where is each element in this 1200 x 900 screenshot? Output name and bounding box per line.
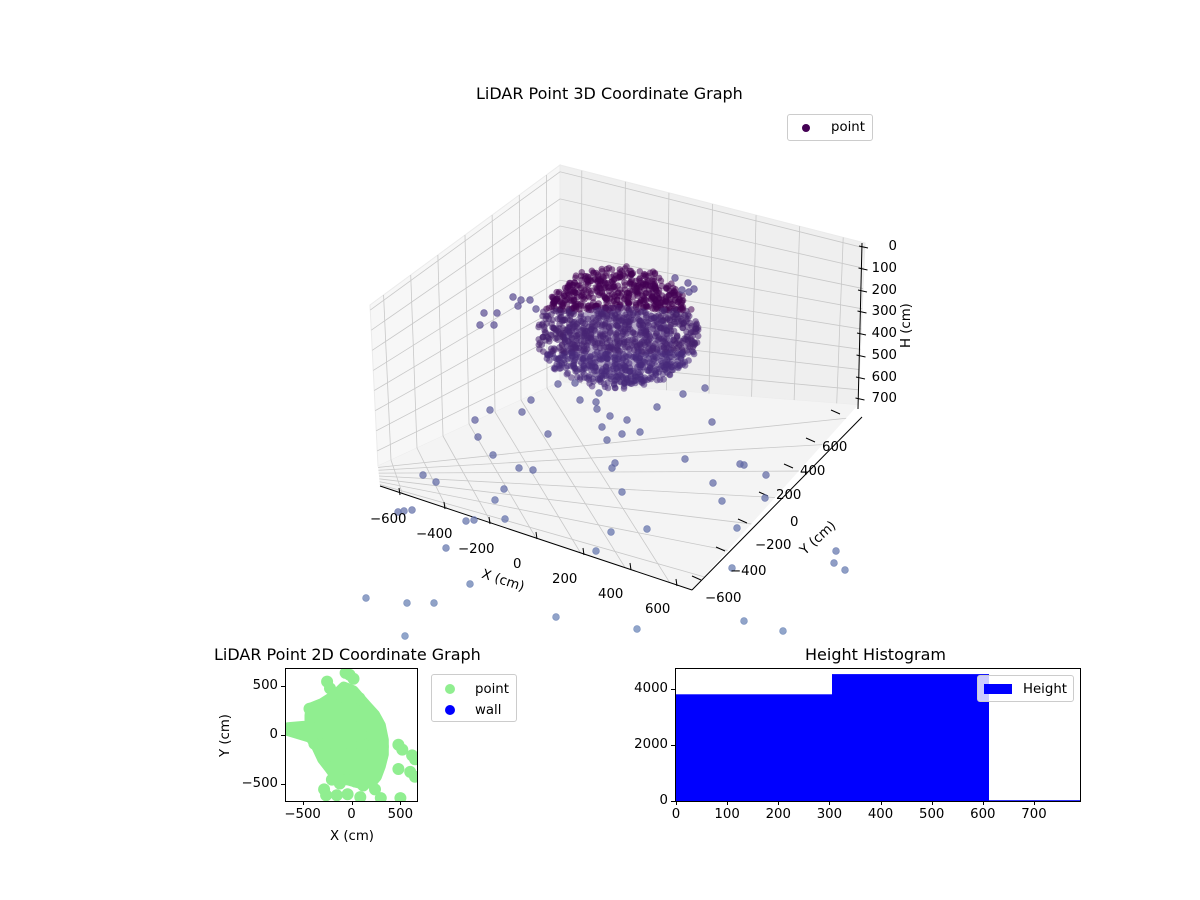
y-tick-label: −500 (241, 775, 278, 791)
plot-2d-ylabel: Y (cm) (218, 714, 233, 757)
y-tick-label: 4000 (634, 680, 668, 696)
histogram-frame (675, 668, 1081, 802)
legend-label-wall: wall (475, 703, 502, 718)
y-tick (671, 744, 675, 746)
x-tick (727, 801, 729, 805)
histogram-bar (676, 694, 832, 801)
y-tick-label: −400 (730, 564, 767, 579)
x-tick-label: −200 (458, 542, 495, 557)
y-tick-label: 0 (790, 515, 799, 530)
legend-marker-point-icon (445, 684, 455, 694)
x-tick (302, 801, 304, 805)
x-tick (400, 801, 402, 805)
z-tick-label: 300 (871, 304, 897, 319)
y-tick-label: 500 (252, 678, 278, 694)
x-tick-label: 200 (765, 807, 791, 822)
legend-marker-point-icon (802, 124, 810, 132)
z-tick-label: 400 (871, 326, 897, 341)
y-tick-label: 0 (659, 793, 668, 808)
y-tick-label: 0 (269, 727, 278, 742)
y-tick (281, 783, 285, 785)
x-tick-label: 600 (970, 807, 996, 822)
point-cluster (535, 263, 702, 392)
y-tick-label: 600 (822, 440, 848, 455)
x-tick-label: 400 (598, 587, 624, 602)
z-tick-label: 0 (888, 239, 897, 254)
x-tick (931, 801, 933, 805)
outlier-points (362, 274, 849, 640)
plot-3d-legend: point (787, 114, 873, 141)
y-tick (281, 735, 285, 736)
plot-2d-frame (285, 668, 418, 802)
x-tick (982, 801, 984, 805)
y-tick (281, 686, 285, 688)
x-tick-label: 200 (552, 572, 578, 587)
x-tick-label: −400 (416, 527, 453, 542)
y-tick-label: 400 (800, 464, 826, 479)
histogram-canvas (676, 674, 1080, 801)
histogram-title: Height Histogram (805, 645, 946, 664)
legend-label-height: Height (1023, 682, 1067, 697)
legend-label-point: point (831, 120, 865, 135)
x-tick-label: 500 (918, 807, 945, 822)
z-tick-label: 500 (871, 348, 897, 363)
x-tick-label: −600 (370, 512, 407, 527)
histogram-bar (832, 674, 989, 801)
plot-2d-legend: point wall (431, 674, 517, 722)
x-tick (351, 801, 353, 805)
plot-2d-canvas (286, 669, 418, 802)
x-tick-label: 0 (347, 807, 356, 822)
z-tick-label: 600 (871, 370, 897, 385)
plot-3d-zlabel: H (cm) (899, 303, 914, 348)
y-tick (671, 688, 675, 690)
plot-3d-title: LiDAR Point 3D Coordinate Graph (476, 84, 743, 103)
x-tick-label: 300 (816, 807, 843, 822)
x-tick (880, 801, 882, 805)
plot-2d-xlabel: X (cm) (330, 829, 374, 844)
y-tick-label: 200 (776, 488, 802, 503)
x-tick (778, 801, 780, 805)
z-tick-label: 700 (871, 391, 897, 406)
x-tick-label: 500 (387, 807, 414, 822)
histogram-legend: Height (977, 675, 1074, 702)
y-tick-label: −200 (755, 538, 792, 553)
x-tick-label: 0 (671, 807, 681, 822)
y-tick-label: −600 (705, 591, 742, 606)
x-tick-label: −500 (284, 807, 321, 822)
y-tick (671, 801, 675, 802)
x-tick-label: 600 (645, 602, 671, 617)
x-tick-label: 0 (513, 557, 522, 572)
legend-marker-wall-icon (445, 705, 455, 715)
legend-label-point: point (475, 682, 509, 697)
z-tick-label: 100 (871, 261, 897, 276)
x-tick-label: 700 (1021, 807, 1047, 822)
histogram-bar (989, 800, 1080, 801)
plot-2d-title: LiDAR Point 2D Coordinate Graph (214, 645, 481, 664)
y-tick-label: 2000 (634, 736, 668, 752)
legend-swatch-height-icon (984, 684, 1012, 694)
x-tick-label: 400 (867, 807, 894, 822)
x-tick (676, 801, 677, 805)
x-tick (829, 801, 831, 805)
z-tick-label: 200 (871, 283, 897, 298)
x-tick-label: 100 (714, 807, 740, 822)
x-tick (1033, 801, 1035, 805)
